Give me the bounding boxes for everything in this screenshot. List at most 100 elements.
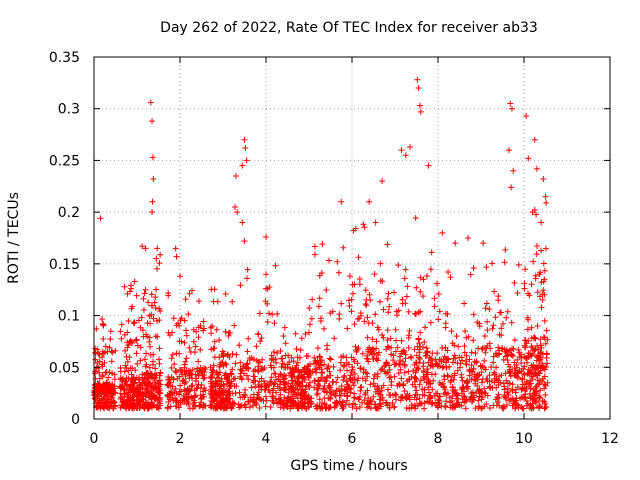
data-point: [451, 342, 458, 349]
data-point: [226, 395, 233, 402]
data-point: [522, 394, 529, 401]
data-point: [237, 359, 244, 366]
data-point: [177, 366, 184, 373]
data-point: [489, 260, 496, 267]
data-point: [257, 395, 264, 402]
data-point: [424, 366, 431, 373]
data-point: [177, 388, 184, 395]
data-point: [117, 395, 124, 402]
data-point: [441, 376, 448, 383]
data-point: [140, 295, 147, 302]
data-point: [185, 393, 192, 400]
data-point: [197, 402, 204, 409]
data-point: [313, 386, 320, 393]
data-point: [386, 404, 393, 411]
data-point: [244, 266, 251, 273]
data-point: [198, 381, 205, 388]
data-point: [479, 404, 486, 411]
data-point: [232, 360, 239, 367]
data-point: [388, 344, 395, 351]
data-point: [376, 349, 383, 356]
data-point: [392, 391, 399, 398]
data-point: [217, 382, 224, 389]
data-point: [193, 375, 200, 382]
data-point: [108, 348, 115, 355]
data-point: [499, 404, 506, 411]
data-point: [511, 359, 518, 366]
data-point: [468, 349, 475, 356]
data-point: [183, 332, 190, 339]
data-point: [126, 354, 133, 361]
data-point: [543, 354, 550, 361]
data-point: [143, 385, 150, 392]
data-point: [340, 376, 347, 383]
data-point: [243, 157, 250, 164]
data-point: [96, 358, 103, 365]
data-point: [117, 384, 124, 391]
data-point: [525, 290, 532, 297]
data-point: [426, 393, 433, 400]
data-point: [124, 358, 131, 365]
data-point: [182, 327, 189, 334]
data-point: [445, 269, 452, 276]
data-point: [126, 405, 133, 412]
data-point: [402, 362, 409, 369]
data-point: [380, 306, 387, 313]
data-point: [242, 401, 249, 408]
data-point: [258, 384, 265, 391]
data-point: [347, 389, 354, 396]
data-point: [252, 383, 259, 390]
data-point: [496, 395, 503, 402]
data-point: [362, 377, 369, 384]
data-point: [234, 209, 241, 216]
data-point: [276, 385, 283, 392]
data-point: [192, 343, 199, 350]
data-point: [360, 366, 367, 373]
data-point: [255, 331, 262, 338]
data-point: [172, 403, 179, 410]
data-point: [97, 389, 104, 396]
data-point: [254, 394, 261, 401]
data-point: [523, 355, 530, 362]
data-point: [137, 357, 144, 364]
data-point: [440, 363, 447, 370]
data-point: [277, 347, 284, 354]
data-point: [515, 369, 522, 376]
data-point: [190, 401, 197, 408]
data-point: [476, 320, 483, 327]
data-point: [539, 360, 546, 367]
data-point: [398, 337, 405, 344]
data-point: [330, 363, 337, 370]
data-point: [353, 348, 360, 355]
data-point: [353, 405, 360, 412]
data-point: [181, 395, 188, 402]
data-point: [173, 369, 180, 376]
data-points: [91, 76, 551, 412]
data-point: [396, 353, 403, 360]
data-point: [401, 369, 408, 376]
data-point: [210, 362, 217, 369]
data-point: [211, 345, 218, 352]
data-point: [404, 283, 411, 290]
data-point: [307, 379, 314, 386]
data-point: [493, 375, 500, 382]
data-point: [263, 271, 269, 278]
data-point: [425, 384, 432, 391]
data-point: [95, 399, 102, 406]
data-point: [133, 350, 140, 357]
data-point: [146, 364, 153, 371]
data-point: [447, 379, 454, 386]
data-point: [229, 390, 236, 397]
data-point: [335, 385, 342, 392]
data-point: [452, 389, 459, 396]
data-point: [516, 367, 523, 374]
data-point: [365, 358, 372, 365]
data-point: [269, 311, 276, 318]
data-point: [181, 380, 188, 387]
data-point: [197, 346, 204, 353]
data-point: [466, 356, 473, 363]
data-point: [406, 405, 413, 412]
data-point: [123, 381, 130, 388]
data-point: [357, 387, 364, 394]
data-point: [263, 233, 269, 240]
